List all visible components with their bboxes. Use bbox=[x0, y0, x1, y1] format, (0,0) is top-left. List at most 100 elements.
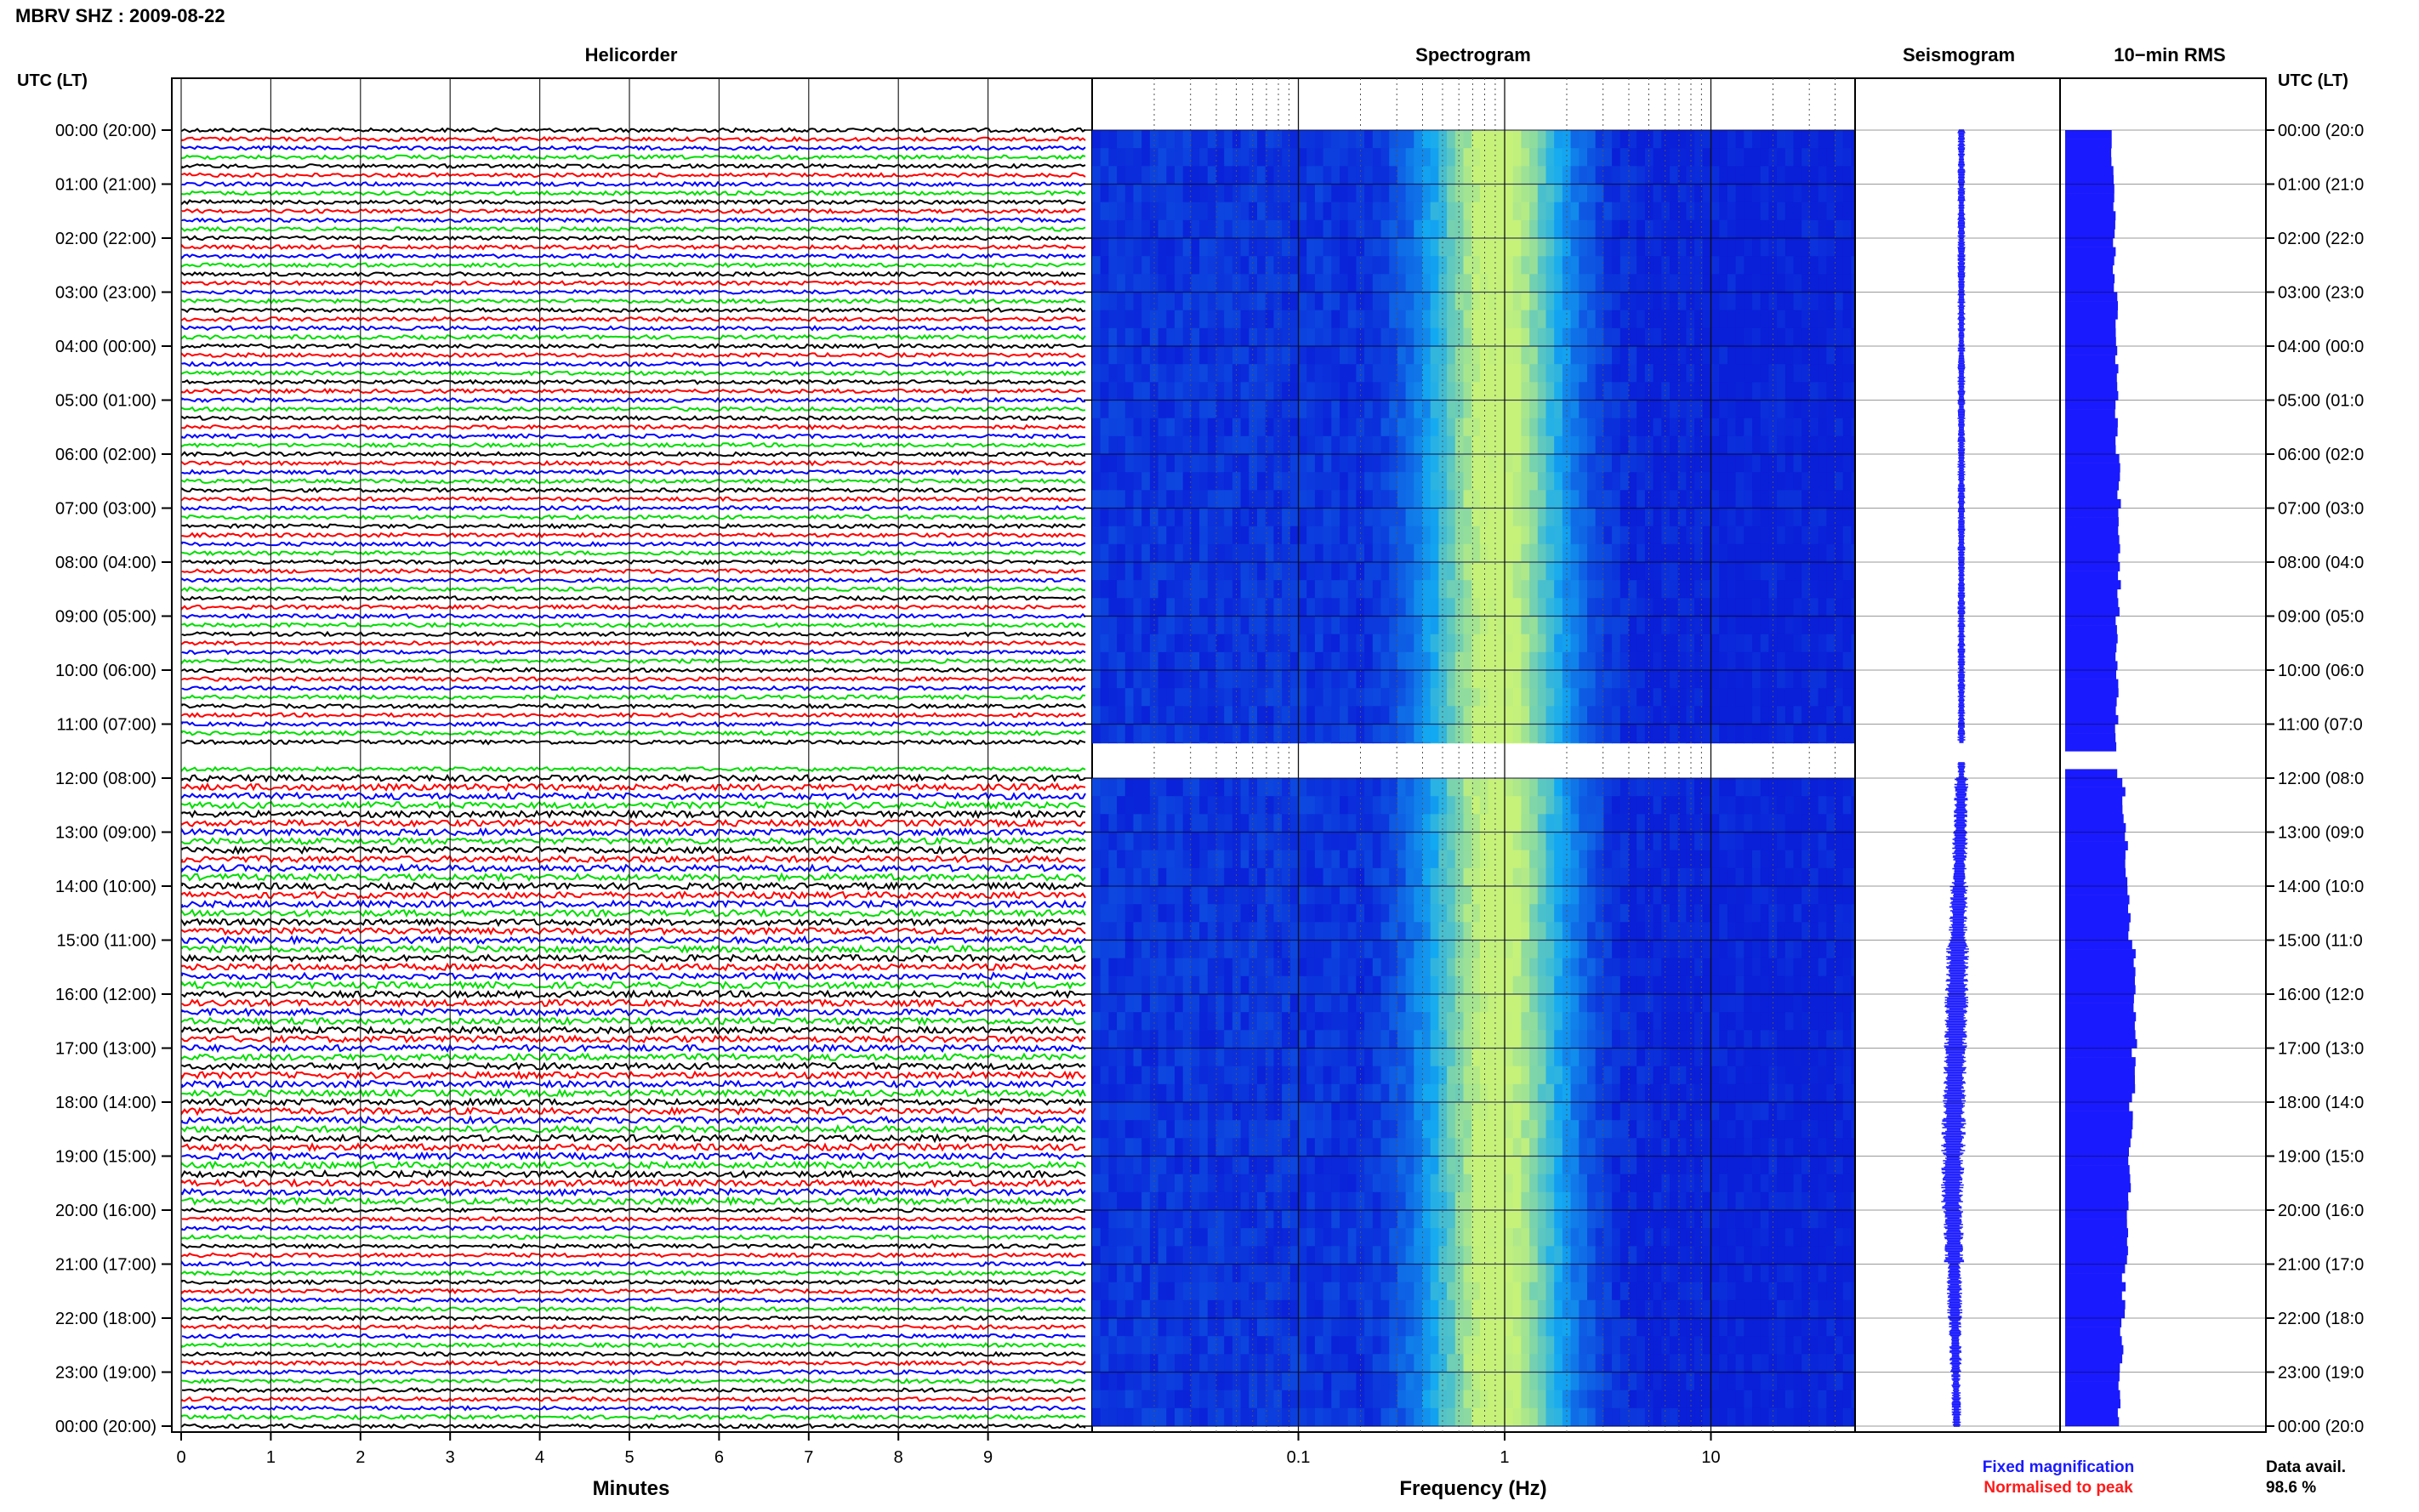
spectrogram-cell bbox=[1537, 867, 1547, 887]
spectrogram-cell bbox=[1727, 651, 1737, 671]
spectrogram-cell bbox=[1628, 435, 1637, 455]
spectrogram-cell bbox=[1570, 472, 1579, 491]
spectrogram-cell bbox=[1158, 130, 1167, 149]
spectrogram-cell bbox=[1595, 867, 1604, 887]
spectrogram-cell bbox=[1389, 832, 1398, 851]
spectrogram-cell bbox=[1166, 1012, 1175, 1031]
spectrogram-cell bbox=[1166, 994, 1175, 1013]
spectrogram-cell bbox=[1397, 724, 1407, 743]
spectrogram-cell bbox=[1570, 184, 1579, 203]
spectrogram-cell bbox=[1257, 418, 1266, 437]
spectrogram-cell bbox=[1191, 543, 1200, 563]
spectrogram-cell bbox=[1735, 598, 1745, 617]
spectrogram-cell bbox=[1545, 778, 1555, 797]
spectrogram-cell bbox=[1265, 778, 1274, 797]
helicorder-frame bbox=[171, 77, 1093, 1433]
spectrogram-cell bbox=[1710, 562, 1720, 581]
spectrogram-cell bbox=[1133, 814, 1142, 833]
spectrogram-cell bbox=[1545, 435, 1555, 455]
spectrogram-cell bbox=[1694, 526, 1704, 545]
spectrogram-cell bbox=[1545, 400, 1555, 419]
spectrogram-cell bbox=[1314, 832, 1324, 851]
spectrogram-cell bbox=[1422, 562, 1431, 581]
spectrogram-cell bbox=[1826, 184, 1836, 203]
spectrogram-cell bbox=[1207, 904, 1217, 923]
spectrogram-cell bbox=[1364, 904, 1374, 923]
spectrogram-cell bbox=[1562, 256, 1572, 275]
spectrogram-cell bbox=[1496, 364, 1505, 383]
spectrogram-cell bbox=[1545, 526, 1555, 545]
spectrogram-cell bbox=[1653, 327, 1662, 347]
spectrogram-cell bbox=[1364, 832, 1374, 851]
spectrogram-cell bbox=[1356, 778, 1365, 797]
spectrogram-cell bbox=[1595, 400, 1604, 419]
spectrogram-cell bbox=[1124, 598, 1135, 617]
spectrogram-cell bbox=[1570, 724, 1579, 743]
spectrogram-cell bbox=[1422, 651, 1431, 671]
helicorder-trace bbox=[181, 604, 1086, 611]
spectrogram-cell bbox=[1224, 1048, 1233, 1067]
spectrogram-cell bbox=[1505, 400, 1514, 419]
spectrogram-cell bbox=[1842, 796, 1852, 815]
spectrogram-cell bbox=[1686, 598, 1695, 617]
spectrogram-cell bbox=[1331, 543, 1340, 563]
spectrogram-cell bbox=[1133, 148, 1142, 167]
spectrogram-cell bbox=[1579, 688, 1588, 707]
spectrogram-cell bbox=[1842, 742, 1852, 744]
spectrogram-cell bbox=[1124, 400, 1135, 419]
spectrogram-cell bbox=[1224, 796, 1233, 815]
spectrogram-cell bbox=[1372, 670, 1382, 689]
spectrogram-cell bbox=[1331, 742, 1340, 744]
spectrogram-cell bbox=[1240, 634, 1249, 653]
spectrogram-cell bbox=[1240, 454, 1249, 473]
spectrogram-cell bbox=[1182, 580, 1192, 599]
spectrogram-cell bbox=[1670, 958, 1679, 977]
spectrogram-cell bbox=[1710, 598, 1720, 617]
spectrogram-cell bbox=[1521, 310, 1530, 329]
spectrogram-cell bbox=[1207, 508, 1217, 527]
spectrogram-cell bbox=[1537, 832, 1547, 851]
spectrogram-cell bbox=[1595, 364, 1604, 383]
spectrogram-cell bbox=[1389, 922, 1398, 941]
spectrogram-cell bbox=[1768, 796, 1778, 815]
spectrogram-cell bbox=[1340, 238, 1349, 257]
spectrogram-cell bbox=[1215, 130, 1225, 149]
spectrogram-cell bbox=[1760, 238, 1769, 257]
spectrogram-cell bbox=[1628, 490, 1637, 509]
spectrogram-cell bbox=[1306, 651, 1316, 671]
spectrogram-cell bbox=[1158, 742, 1167, 744]
spectrogram-cell bbox=[1340, 634, 1349, 653]
spectrogram-cell bbox=[1545, 256, 1555, 275]
spectrogram-cell bbox=[1158, 634, 1167, 653]
spectrogram-cell bbox=[1628, 256, 1637, 275]
spectrogram-cell bbox=[1619, 562, 1630, 581]
spectrogram-cell bbox=[1505, 364, 1514, 383]
spectrogram-cell bbox=[1175, 904, 1184, 923]
spectrogram-cell bbox=[1529, 832, 1539, 851]
helicorder-trace bbox=[181, 1070, 1086, 1081]
spectrogram-cell bbox=[1141, 1066, 1151, 1085]
spectrogram-cell bbox=[1347, 796, 1357, 815]
spectrogram-cell bbox=[1842, 472, 1852, 491]
spectrogram-cell bbox=[1372, 651, 1382, 671]
spectrogram-cell bbox=[1141, 994, 1151, 1013]
spectrogram-cell bbox=[1760, 543, 1769, 563]
spectrogram-cell bbox=[1356, 796, 1365, 815]
spectrogram-cell bbox=[1488, 472, 1497, 491]
spectrogram-cell bbox=[1149, 256, 1159, 275]
spectrogram-cell bbox=[1232, 814, 1242, 833]
spectrogram-cell bbox=[1644, 598, 1654, 617]
spectrogram-cell bbox=[1207, 634, 1217, 653]
spectrogram-cell bbox=[1249, 219, 1258, 239]
spectrogram-cell bbox=[1438, 975, 1448, 995]
spectrogram-cell bbox=[1191, 435, 1200, 455]
spectrogram-cell bbox=[1141, 616, 1151, 635]
spectrogram-cell bbox=[1570, 256, 1579, 275]
spectrogram-cell bbox=[1207, 958, 1217, 977]
spectrogram-cell bbox=[1744, 472, 1753, 491]
spectrogram-cell bbox=[1463, 922, 1472, 941]
helicorder-trace bbox=[181, 738, 1086, 746]
spectrogram-cell bbox=[1694, 327, 1704, 347]
spectrogram-cell bbox=[1471, 148, 1481, 167]
spectrogram-cell bbox=[1356, 975, 1365, 995]
